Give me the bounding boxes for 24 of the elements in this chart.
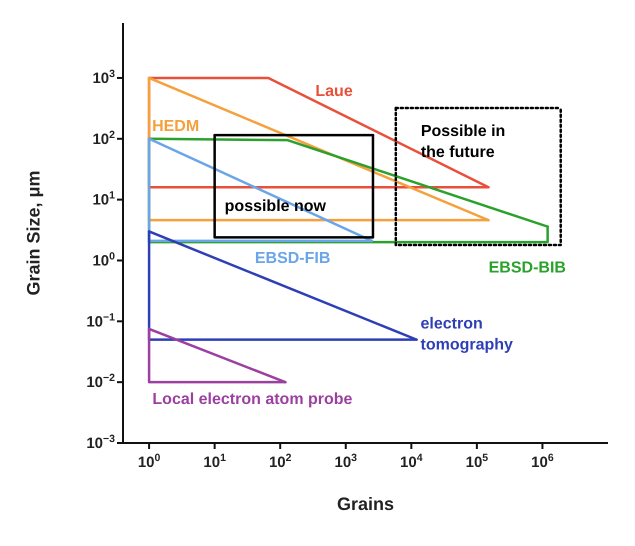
annotation: possible now — [224, 198, 327, 216]
x-tick-label: 10$^{6}$ — [531, 452, 554, 471]
x-tick-label: 10$^{4}$ — [400, 452, 423, 471]
y-tick-label: 10$^{2}$ — [92, 128, 116, 148]
x-tick-label: 10$^{2}$ — [268, 452, 292, 471]
y-tick-label: 10$^{−1}$ — [86, 311, 116, 330]
y-tick-label: 10$^{−3}$ — [86, 433, 116, 452]
x-axis-title: Grains — [336, 494, 394, 514]
x-tick-label: 10$^{1}$ — [203, 452, 226, 471]
x-tick-label: 10$^{3}$ — [334, 452, 358, 471]
x-tick-label: 10$^{0}$ — [138, 452, 161, 471]
series-label: electron tomography — [420, 316, 514, 354]
text: EBSD-BIB — [488, 260, 566, 277]
y-axis-title: Grain Size, μm — [23, 170, 44, 296]
series-label: Local electron atom probe — [152, 391, 353, 408]
series-label: EBSD-FIB — [254, 250, 330, 267]
y-tick-label: 10$^{1}$ — [92, 190, 116, 209]
y-tick-label: 10$^{3}$ — [92, 68, 116, 87]
x-tick-label: 10$^{5}$ — [466, 452, 488, 471]
y-tick-label: 10$^{−2}$ — [86, 372, 116, 392]
y-tick-label: 10$^{0}$ — [92, 250, 116, 270]
annotation: Possible in the future — [420, 123, 506, 162]
series-label: Laue — [315, 82, 353, 100]
series-label: HEDM — [152, 118, 200, 135]
